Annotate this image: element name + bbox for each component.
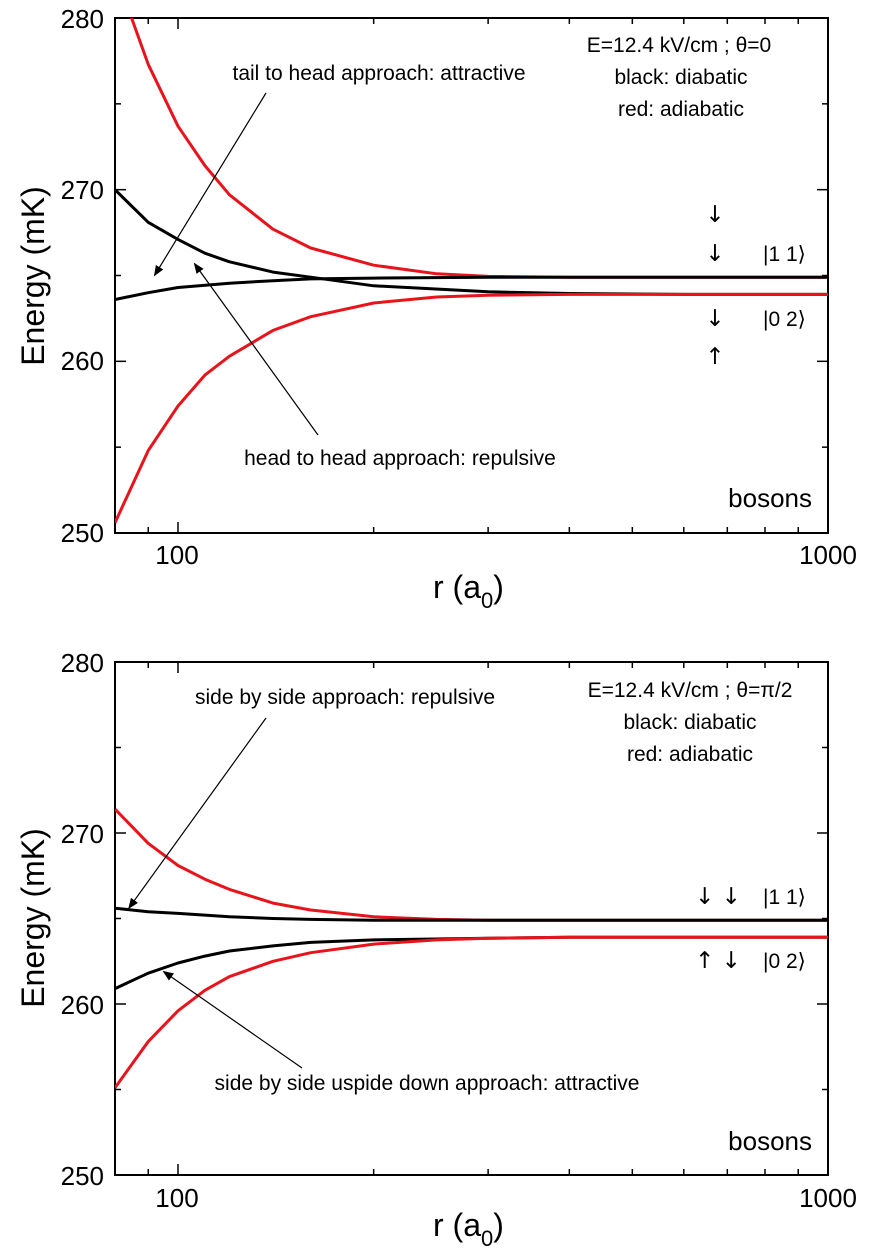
x-tick-label: 1000 bbox=[799, 540, 857, 570]
y-tick-label: 250 bbox=[61, 518, 104, 548]
spin-arrows: ↓ ↓ bbox=[695, 884, 741, 910]
x-axis-label: r (a0) bbox=[433, 1207, 504, 1251]
state-label-11: |1 1⟩ bbox=[763, 886, 806, 909]
annotation-side-by-side: side by side approach: repulsive bbox=[195, 686, 495, 709]
top-panel: 280 270 260 250 100 1000 Energy (mK) r (… bbox=[15, 4, 857, 613]
spin-arrow: ↓ bbox=[705, 241, 724, 267]
axis-ticks bbox=[114, 17, 829, 534]
adiabatic-curve bbox=[115, 292, 828, 524]
y-tick-label: 260 bbox=[61, 346, 104, 376]
series-layer bbox=[115, 808, 828, 1089]
field-info: E=12.4 kV/cm ; θ=0 bbox=[587, 34, 771, 57]
y-tick-label: 250 bbox=[61, 1161, 104, 1191]
legend-adiabatic: red: adiabatic bbox=[627, 743, 753, 766]
bottom-panel: 280 270 260 250 100 1000 Energy (mK) r (… bbox=[15, 648, 857, 1251]
y-tick-label: 270 bbox=[61, 175, 104, 205]
legend-diabatic: black: diabatic bbox=[623, 711, 756, 734]
diabatic-curve bbox=[115, 275, 828, 301]
annotation-arrow bbox=[193, 262, 319, 436]
annotation-head-to-head: head to head approach: repulsive bbox=[244, 447, 556, 470]
series-layer bbox=[115, 18, 828, 524]
legend-diabatic: black: diabatic bbox=[614, 66, 747, 89]
annotation-arrow bbox=[128, 717, 267, 910]
annotation-tail-to-head: tail to head approach: attractive bbox=[232, 62, 525, 85]
spin-arrow: ↓ bbox=[705, 202, 724, 228]
bosons-label: bosons bbox=[728, 1126, 812, 1156]
adiabatic-curve bbox=[115, 935, 828, 1089]
annotation-upside-down: side by side uspide down approach: attra… bbox=[215, 1072, 640, 1095]
spin-arrow: ↑ bbox=[705, 344, 724, 370]
x-tick-label: 100 bbox=[155, 540, 198, 570]
y-tick-label: 270 bbox=[61, 819, 104, 849]
annotation-arrow bbox=[153, 92, 267, 277]
y-axis-label: Energy (mK) bbox=[15, 186, 51, 366]
field-info: E=12.4 kV/cm ; θ=π/2 bbox=[588, 679, 793, 702]
x-axis-label: r (a0) bbox=[433, 569, 504, 613]
legend-adiabatic: red: adiabatic bbox=[618, 98, 744, 121]
x-tick-label: 1000 bbox=[799, 1183, 857, 1213]
bosons-label: bosons bbox=[728, 483, 812, 513]
state-label-11: |1 1⟩ bbox=[763, 243, 806, 266]
diabatic-curve bbox=[115, 906, 828, 922]
y-tick-label: 280 bbox=[61, 4, 104, 34]
state-label-02: |0 2⟩ bbox=[763, 950, 806, 973]
annotation-arrow bbox=[162, 970, 303, 1069]
axis-ticks bbox=[114, 661, 829, 1176]
y-tick-label: 280 bbox=[61, 648, 104, 678]
spin-arrows: ↑ ↓ bbox=[695, 948, 741, 974]
x-tick-label: 100 bbox=[155, 1183, 198, 1213]
y-axis-label: Energy (mK) bbox=[15, 828, 51, 1008]
state-label-02: |0 2⟩ bbox=[763, 308, 806, 331]
spin-arrow: ↓ bbox=[705, 306, 724, 332]
y-tick-label: 260 bbox=[61, 990, 104, 1020]
